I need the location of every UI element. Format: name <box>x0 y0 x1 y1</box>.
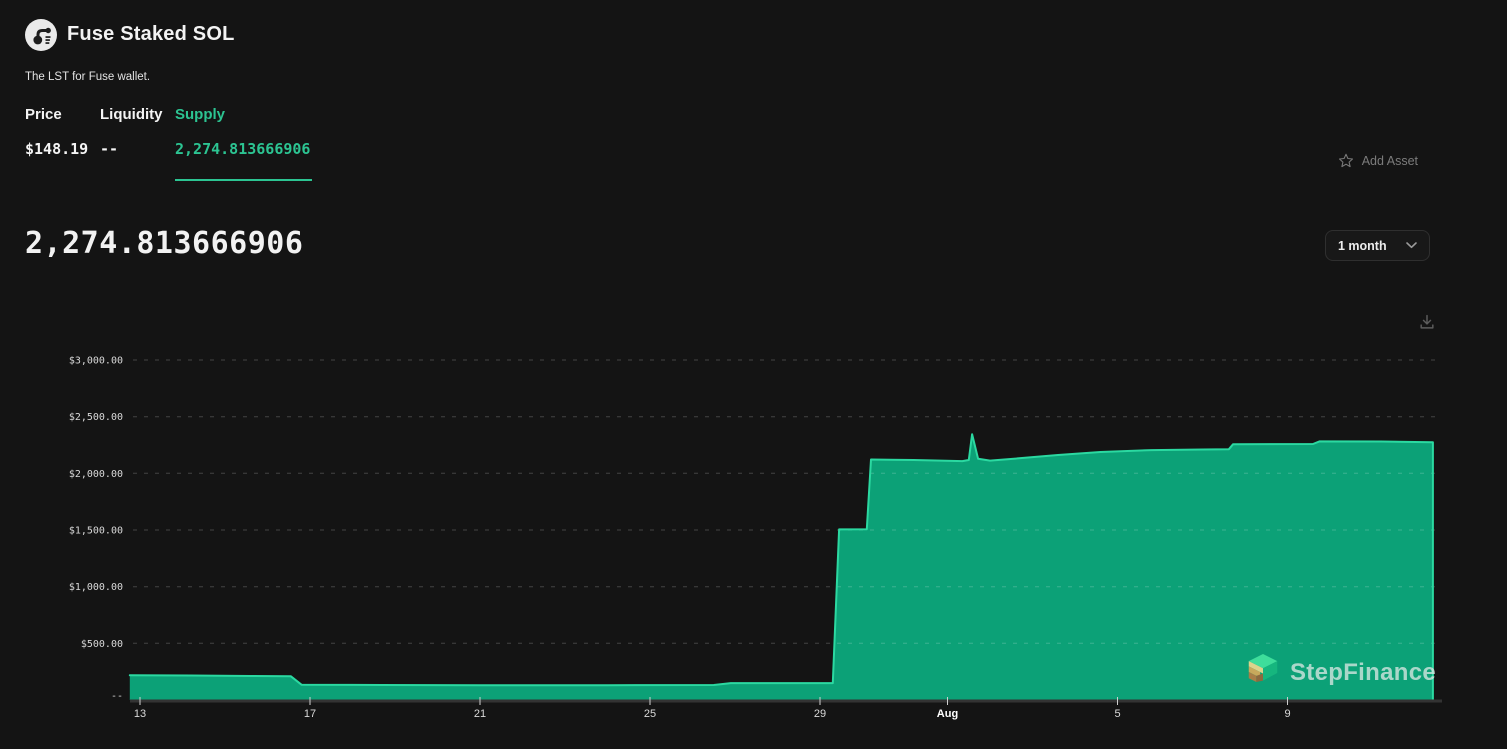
add-asset-label: Add Asset <box>1361 153 1418 168</box>
supply-label: Supply <box>175 106 226 123</box>
svg-text:$1,500.00: $1,500.00 <box>69 526 123 537</box>
svg-text:$2,000.00: $2,000.00 <box>69 469 123 480</box>
svg-text:Aug: Aug <box>937 708 958 720</box>
asset-description: The LST for Fuse wallet. <box>25 71 151 83</box>
svg-text:17: 17 <box>304 708 316 720</box>
svg-text:25: 25 <box>644 708 656 720</box>
price-label: Price <box>25 106 62 123</box>
svg-text:13: 13 <box>134 708 146 720</box>
stepfinance-logo-icon <box>1248 654 1278 683</box>
time-range-value: 1 month <box>1338 238 1387 253</box>
svg-text:5: 5 <box>1114 708 1120 720</box>
svg-text:$500.00: $500.00 <box>81 639 123 650</box>
download-chart-button[interactable] <box>1416 312 1438 334</box>
supply-big-value: 2,274.813666906 <box>25 226 304 261</box>
supply-value: 2,274.813666906 <box>175 140 311 158</box>
svg-text:--: -- <box>111 691 123 702</box>
svg-text:21: 21 <box>474 708 486 720</box>
stepfinance-watermark: StepFinance <box>1244 653 1436 693</box>
download-icon <box>1420 314 1434 329</box>
liquidity-label: Liquidity <box>100 106 163 123</box>
supply-underline <box>175 179 312 181</box>
price-value: $148.19 <box>25 140 89 158</box>
svg-text:$2,500.00: $2,500.00 <box>69 412 123 423</box>
add-asset-button[interactable]: Add Asset <box>1332 152 1424 169</box>
svg-text:$1,000.00: $1,000.00 <box>69 582 123 593</box>
svg-text:$3,000.00: $3,000.00 <box>69 356 123 367</box>
page-title: Fuse Staked SOL <box>67 23 235 45</box>
tab-supply[interactable]: Supply 2,274.813666906 <box>175 106 310 158</box>
star-icon <box>1338 153 1353 168</box>
chevron-down-icon <box>1406 242 1417 249</box>
time-range-dropdown[interactable]: 1 month <box>1325 230 1430 261</box>
liquidity-value: -- <box>100 140 119 158</box>
watermark-label: StepFinance <box>1290 659 1436 686</box>
svg-text:9: 9 <box>1284 708 1290 720</box>
fuse-logo-icon <box>25 19 57 51</box>
svg-text:29: 29 <box>814 708 826 720</box>
tab-price[interactable]: Price $148.19 <box>25 106 88 158</box>
tab-liquidity[interactable]: Liquidity -- <box>100 106 163 158</box>
